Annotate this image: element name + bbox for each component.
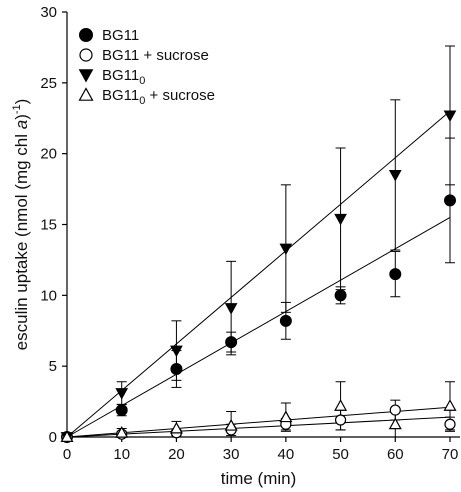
legend-label-0: BG11 (102, 27, 139, 44)
data-points (60, 110, 457, 444)
x-tick-label: 20 (168, 446, 185, 463)
legend-label-3: BG110 + sucrose (102, 87, 215, 107)
data-point-3-6 (388, 417, 402, 430)
data-point-1-6 (389, 404, 401, 416)
data-point-1-7 (444, 418, 456, 430)
y-axis-label: esculin uptake (nmol (mg chl a)-1) (11, 99, 31, 351)
data-point-0-5 (334, 289, 347, 302)
x-tick-label: 30 (223, 446, 240, 463)
data-point-2-1 (115, 388, 129, 400)
y-tick-label: 10 (40, 287, 57, 304)
data-point-3-5 (334, 399, 348, 411)
x-tick-label: 50 (332, 446, 349, 463)
x-tick-label: 10 (113, 446, 130, 463)
legend-label-2: BG110 (102, 67, 145, 87)
data-point-1-5 (334, 414, 347, 426)
data-point-0-7 (444, 194, 456, 207)
data-point-2-7 (443, 110, 457, 122)
y-tick-label: 5 (49, 358, 57, 375)
data-point-0-3 (225, 336, 238, 349)
legend-marker-1 (79, 48, 93, 62)
data-point-3-3 (224, 418, 238, 431)
legend-marker-0 (79, 28, 93, 42)
fit-lines (66, 110, 451, 438)
data-point-0-1 (115, 404, 128, 417)
y-tick-label: 20 (40, 146, 57, 163)
data-point-2-6 (388, 170, 402, 182)
legend-marker-2 (78, 69, 94, 83)
data-point-2-2 (170, 345, 183, 358)
data-point-3-0 (60, 430, 74, 442)
data-point-2-4 (279, 243, 293, 256)
data-point-2-5 (334, 213, 347, 226)
x-axis-label: time (min) (221, 469, 297, 488)
fit-line-0 (66, 216, 451, 438)
fit-line-3 (66, 406, 451, 438)
y-tick-label: 0 (49, 429, 57, 446)
x-tick-label: 0 (63, 446, 71, 463)
data-point-0-4 (279, 314, 292, 327)
y-tick-label: 30 (40, 4, 57, 21)
y-tick-label: 15 (40, 217, 57, 234)
data-point-3-2 (169, 421, 183, 434)
data-point-2-3 (224, 303, 238, 315)
data-point-0-6 (389, 268, 402, 281)
data-point-3-1 (115, 426, 129, 438)
data-point-3-4 (279, 410, 293, 423)
data-point-3-7 (443, 399, 457, 411)
data-point-0-2 (170, 363, 183, 375)
x-tick-label: 40 (278, 446, 295, 463)
legend-marker-3 (78, 87, 94, 101)
y-tick-label: 25 (40, 75, 57, 92)
fit-line-1 (66, 416, 451, 438)
fit-line-2 (66, 110, 451, 438)
x-tick-label: 70 (442, 446, 459, 463)
error-bars (116, 45, 455, 438)
legend-label-1: BG11 + sucrose (102, 47, 209, 64)
x-tick-label: 60 (387, 446, 404, 463)
